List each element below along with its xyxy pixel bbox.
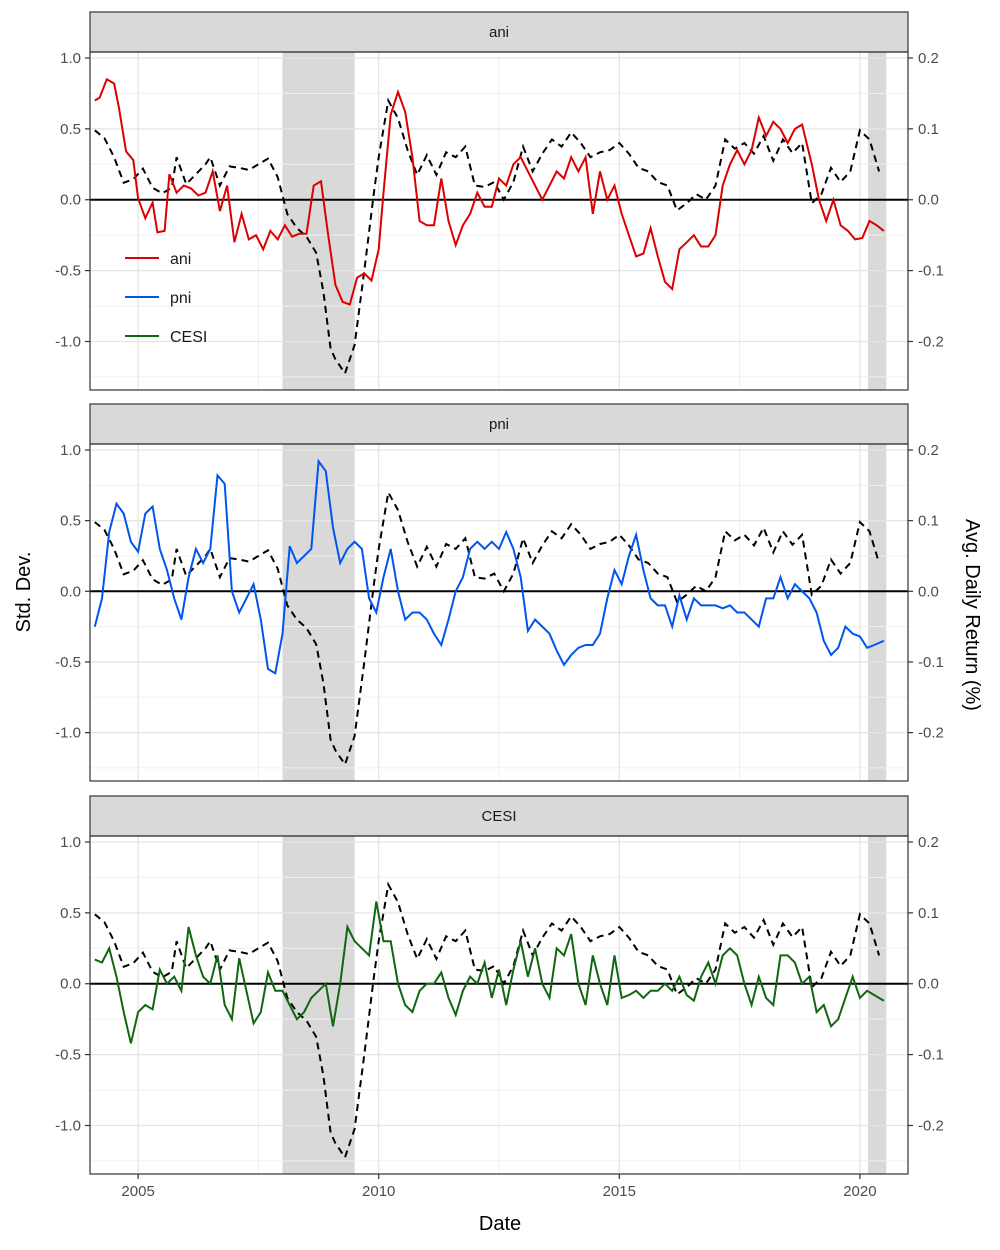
facet-strip-label: CESI	[481, 808, 516, 825]
recession-band	[868, 836, 887, 1174]
y-right-tick-label: 0.0	[918, 192, 939, 209]
x-axis-title: Date	[479, 1213, 521, 1235]
y-left-tick-label: 0.0	[60, 583, 81, 600]
y-right-tick-label: 0.1	[918, 121, 939, 138]
y-left-tick-label: -0.5	[55, 1047, 81, 1064]
y-right-tick-label: -0.1	[918, 1047, 944, 1064]
y-right-tick-label: -0.2	[918, 333, 944, 350]
facet-strip	[89, 11, 909, 53]
facet-strip-label: pni	[489, 416, 509, 433]
y-right-tick-label: 0.2	[918, 834, 939, 851]
y-axis-left-title: Std. Dev.	[13, 552, 35, 633]
facet-strip-label: ani	[489, 24, 509, 41]
panel-frames: ani pni CESI	[89, 11, 909, 1175]
recession-band	[282, 836, 355, 1174]
series-line-ani	[94, 77, 885, 306]
legend-label: pni	[170, 290, 191, 307]
series	[90, 77, 908, 1160]
y-right-tick-label: 0.0	[918, 583, 939, 600]
grid	[90, 52, 908, 1174]
y-left-tick-label: 0.5	[60, 513, 81, 530]
x-tick-label: 2005	[121, 1183, 154, 1200]
ticks: 1.0 0.5 0.0 -0.5 -1.0 0.2 0.1 0.0 -0.1 -0.2 1.0 0.5…	[55, 50, 944, 1200]
y-right-tick-label: -0.1	[918, 654, 944, 671]
y-axis-right-title: Avg. Daily Return (%)	[961, 519, 983, 711]
facet-strip	[89, 403, 909, 445]
y-right-tick-label: -0.2	[918, 1117, 944, 1134]
y-left-tick-label: 1.0	[60, 834, 81, 851]
panel-border	[89, 835, 909, 1175]
panel-border	[89, 51, 909, 391]
y-left-tick-label: -1.0	[55, 725, 81, 742]
return-series-line	[94, 881, 881, 1160]
y-left-tick-label: -0.5	[55, 263, 81, 280]
recession-band	[282, 444, 355, 781]
recession-band	[282, 52, 355, 390]
recession-bands	[282, 52, 887, 1174]
facet-strip	[89, 795, 909, 837]
series-line-cesi	[94, 901, 885, 1044]
y-left-tick-label: 0.0	[60, 976, 81, 993]
y-right-tick-label: 0.0	[918, 976, 939, 993]
y-left-tick-label: -1.0	[55, 333, 81, 350]
return-series-line	[94, 489, 881, 767]
x-tick-label: 2015	[603, 1183, 636, 1200]
y-left-tick-label: 0.5	[60, 905, 81, 922]
y-left-tick-label: 0.0	[60, 192, 81, 209]
y-right-tick-label: 0.2	[918, 442, 939, 459]
y-left-tick-label: -1.0	[55, 1117, 81, 1134]
y-left-tick-label: 0.5	[60, 121, 81, 138]
legend-label: ani	[170, 251, 191, 268]
recession-band	[868, 444, 887, 781]
y-left-tick-label: 1.0	[60, 50, 81, 67]
return-series-line	[94, 97, 881, 376]
y-left-tick-label: -0.5	[55, 654, 81, 671]
series-line-pni	[93, 458, 885, 675]
y-right-tick-label: 0.1	[918, 513, 939, 530]
y-left-tick-label: 1.0	[60, 442, 81, 459]
legend-label: CESI	[170, 329, 207, 346]
recession-band	[868, 52, 887, 390]
x-tick-label: 2010	[362, 1183, 395, 1200]
x-tick-label: 2020	[843, 1183, 876, 1200]
panel-border	[89, 443, 909, 782]
y-right-tick-label: -0.2	[918, 725, 944, 742]
y-right-tick-label: -0.1	[918, 263, 944, 280]
y-right-tick-label: 0.2	[918, 50, 939, 67]
y-right-tick-label: 0.1	[918, 905, 939, 922]
legend: ani pni CESI	[125, 251, 207, 346]
